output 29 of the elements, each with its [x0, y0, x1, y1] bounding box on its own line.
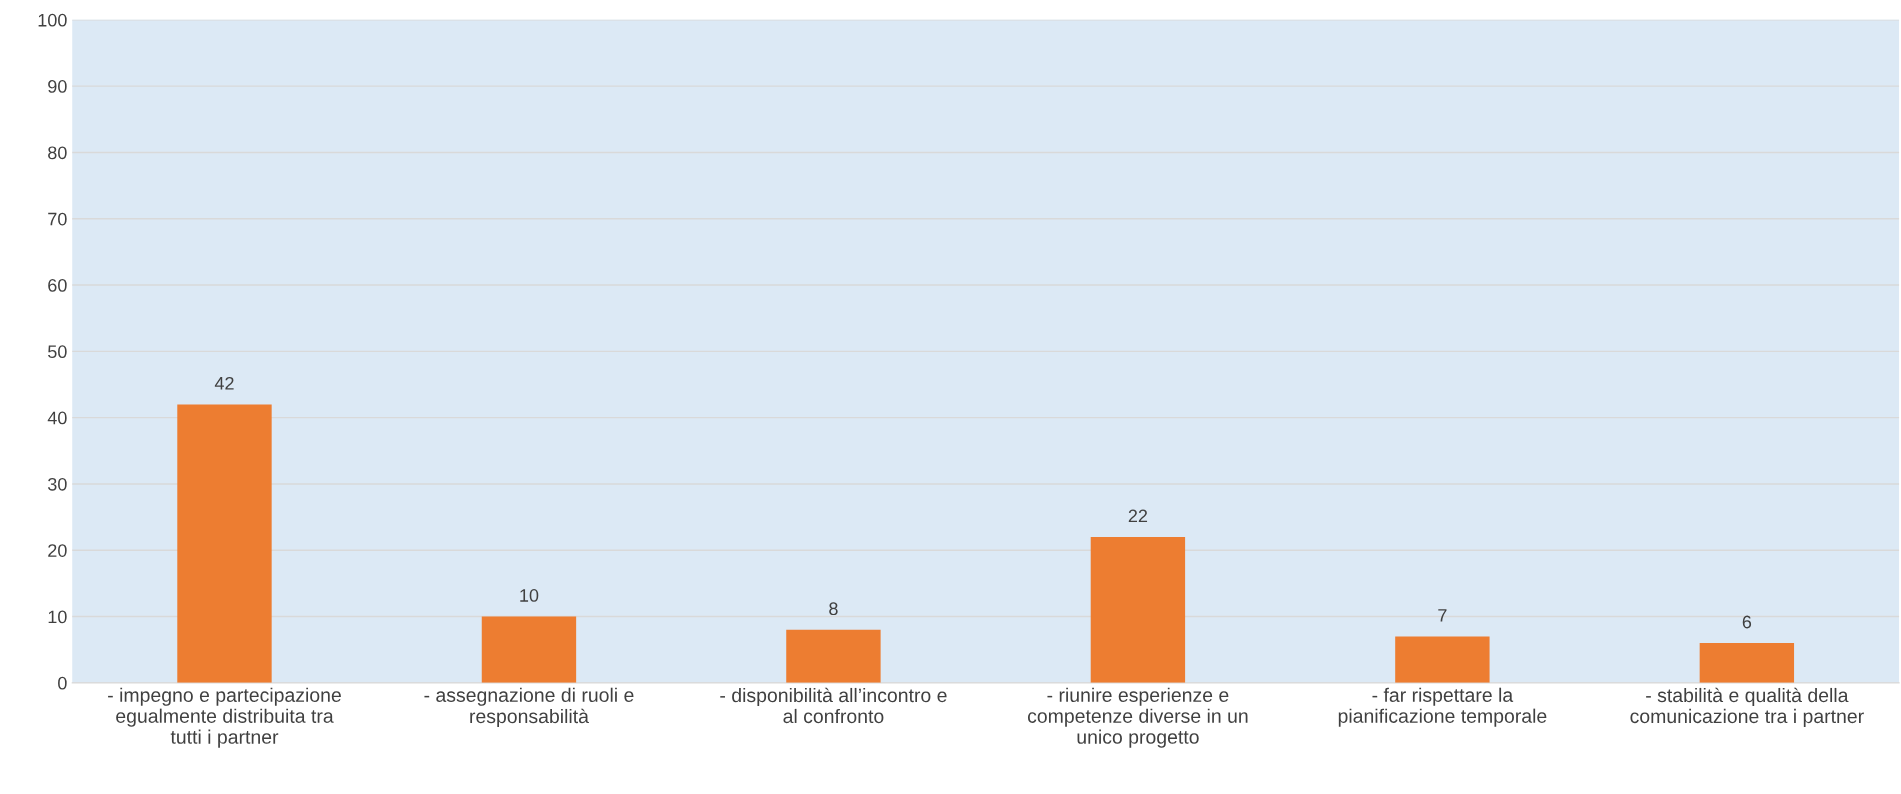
data-label: 10	[520, 589, 539, 602]
bar	[1090, 536, 1186, 683]
x-tick-label: - assegnazione di ruoli e responsabilità	[424, 687, 634, 728]
y-tick-label: 90	[48, 80, 67, 93]
bar	[1395, 636, 1490, 683]
x-tick-label: - disponibilità all’incontro e al confronto	[720, 687, 947, 724]
x-tick-label: - stabilità e qualità della comunicazione tra i partner	[1630, 687, 1864, 727]
data-label: 22	[1128, 509, 1148, 523]
bar	[786, 629, 881, 683]
y-tick-label: 0	[58, 676, 67, 690]
bar	[1699, 643, 1795, 683]
data-label: 6	[1742, 615, 1752, 629]
bar	[177, 404, 272, 683]
y-tick-label: 10	[48, 610, 67, 624]
y-tick-label: 70	[48, 212, 67, 226]
y-tick-label: 40	[47, 411, 67, 425]
data-label: 7	[1438, 609, 1447, 622]
y-tick-label: 50	[48, 345, 67, 359]
data-label: 8	[829, 602, 838, 616]
y-tick-label: 30	[47, 477, 67, 491]
x-tick-label: - impegno e partecipazione egualmente distribuita tra tutti i partner	[108, 687, 341, 748]
x-tick-label: - far rispettare la pianificazione temporale	[1338, 687, 1547, 727]
bar	[481, 616, 577, 683]
y-tick-label: 100	[38, 13, 67, 27]
data-label: 42	[214, 376, 234, 390]
y-tick-label: 80	[48, 146, 67, 160]
y-tick-label: 20	[48, 544, 67, 557]
x-tick-label: - riunire esperienze e competenze diverse in un unico progetto	[1027, 687, 1248, 748]
y-tick-label: 60	[48, 278, 67, 292]
